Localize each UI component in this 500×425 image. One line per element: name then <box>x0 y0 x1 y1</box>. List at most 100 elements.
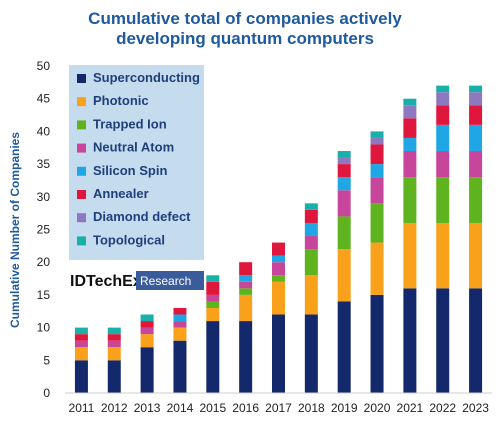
bar-segment-superconducting <box>403 288 417 393</box>
bar-segment-topological <box>370 131 384 138</box>
x-tick-label: 2020 <box>364 401 391 415</box>
bar-segment-photonic <box>304 275 318 315</box>
x-tick-label: 2016 <box>232 401 259 415</box>
bar-segment-annealer <box>74 334 88 341</box>
legend-label: Diamond defect <box>93 209 191 224</box>
legend-swatch <box>77 166 86 176</box>
bar-segment-silicon-spin <box>304 222 318 237</box>
bar-segment-trapped-ion <box>370 203 384 243</box>
bar-segment-diamond-defect <box>337 157 351 165</box>
legend: Superconducting Photonic Trapped Ion Neutra… <box>77 70 200 247</box>
bar-segment-neutral-atom <box>173 321 187 328</box>
bar-segment-topological <box>337 151 351 158</box>
legend-label: Topological <box>93 232 165 247</box>
bar-segment-neutral-atom <box>74 340 88 348</box>
bar-segment-photonic <box>403 222 417 289</box>
bar-segment-trapped-ion <box>469 177 483 223</box>
bar-segment-superconducting <box>469 288 483 393</box>
y-tick-label: 45 <box>37 92 51 106</box>
bar-segment-annealer <box>173 307 187 315</box>
bar-segment-topological <box>469 85 483 93</box>
legend-label: Trapped Ion <box>93 116 167 131</box>
bar-segment-superconducting <box>337 301 351 393</box>
y-tick-label: 35 <box>37 157 51 171</box>
bar-segment-neutral-atom <box>403 151 417 178</box>
y-tick-label: 5 <box>43 353 50 367</box>
legend-swatch <box>77 213 86 223</box>
legend-label: Silicon Spin <box>93 163 167 178</box>
bar-segment-silicon-spin <box>370 164 384 178</box>
bar-segment-superconducting <box>107 360 121 393</box>
chart-title-line-2: developing quantum computers <box>116 29 374 48</box>
bar-segment-diamond-defect <box>436 92 450 106</box>
x-tick-label: 2012 <box>101 401 128 415</box>
y-tick-label: 40 <box>37 124 51 138</box>
bar-segment-silicon-spin <box>469 124 483 152</box>
bar-segment-diamond-defect <box>403 105 417 119</box>
bar-segment-topological <box>436 85 450 93</box>
bar-segment-photonic <box>337 249 351 302</box>
bar-segment-annealer <box>140 321 154 328</box>
bars-group <box>74 85 483 393</box>
bar-segment-topological <box>403 98 417 106</box>
x-tick-label: 2014 <box>167 401 194 415</box>
bar-segment-superconducting <box>370 294 384 393</box>
bar-segment-neutral-atom <box>107 340 121 348</box>
bar-segment-photonic <box>370 242 384 295</box>
bar-segment-photonic <box>239 294 253 322</box>
x-tick-label: 2011 <box>69 401 95 415</box>
bar-segment-neutral-atom <box>140 327 154 335</box>
idtechex-logo: IDTechEx Research <box>70 271 204 290</box>
x-tick-label: 2013 <box>134 401 161 415</box>
bar-segment-neutral-atom <box>206 294 220 302</box>
bar-segment-photonic <box>140 334 154 348</box>
bar-segment-annealer <box>304 209 318 223</box>
x-tick-label: 2021 <box>397 401 424 415</box>
legend-box <box>69 65 204 260</box>
bar-segment-photonic <box>173 327 187 341</box>
bar-segment-superconducting <box>304 314 318 393</box>
bar-segment-topological <box>206 275 220 282</box>
x-tick-label: 2022 <box>429 401 456 415</box>
legend-swatch <box>77 143 86 153</box>
bar-segment-annealer <box>469 105 483 125</box>
y-tick-label: 25 <box>37 223 51 237</box>
bar-segment-topological <box>107 327 121 335</box>
bar-segment-photonic <box>107 347 121 361</box>
y-tick-label: 50 <box>37 59 51 73</box>
bar-segment-neutral-atom <box>337 190 351 217</box>
bar-segment-photonic <box>206 307 220 322</box>
legend-label: Photonic <box>93 93 149 108</box>
bar-segment-diamond-defect <box>370 137 384 145</box>
y-tick-label: 0 <box>43 386 50 400</box>
bar-segment-superconducting <box>436 288 450 393</box>
bar-segment-trapped-ion <box>436 177 450 223</box>
bar-segment-superconducting <box>74 360 88 393</box>
bar-segment-silicon-spin <box>272 255 285 263</box>
bar-segment-superconducting <box>272 314 285 393</box>
bar-segment-neutral-atom <box>469 151 483 178</box>
bar-segment-trapped-ion <box>239 288 253 295</box>
bar-segment-photonic <box>272 281 285 315</box>
bar-segment-trapped-ion <box>206 301 220 308</box>
bar-segment-annealer <box>239 262 253 276</box>
bar-segment-annealer <box>272 242 285 256</box>
bar-segment-neutral-atom <box>370 177 384 204</box>
legend-swatch <box>77 120 86 130</box>
x-tick-label: 2015 <box>199 401 226 415</box>
legend-swatch <box>77 97 86 107</box>
bar-segment-annealer <box>337 164 351 178</box>
bar-segment-silicon-spin <box>403 137 417 152</box>
bar-segment-annealer <box>403 118 417 138</box>
y-tick-label: 20 <box>37 255 51 269</box>
bar-segment-superconducting <box>173 340 187 393</box>
y-tick-label: 30 <box>37 190 51 204</box>
bar-segment-photonic <box>74 347 88 361</box>
bar-segment-superconducting <box>239 321 253 393</box>
legend-label: Neutral Atom <box>93 140 174 155</box>
y-tick-label: 15 <box>37 288 51 302</box>
logo-tag-text: Research <box>140 274 191 288</box>
x-tick-label: 2017 <box>265 401 292 415</box>
bar-segment-topological <box>304 203 318 210</box>
